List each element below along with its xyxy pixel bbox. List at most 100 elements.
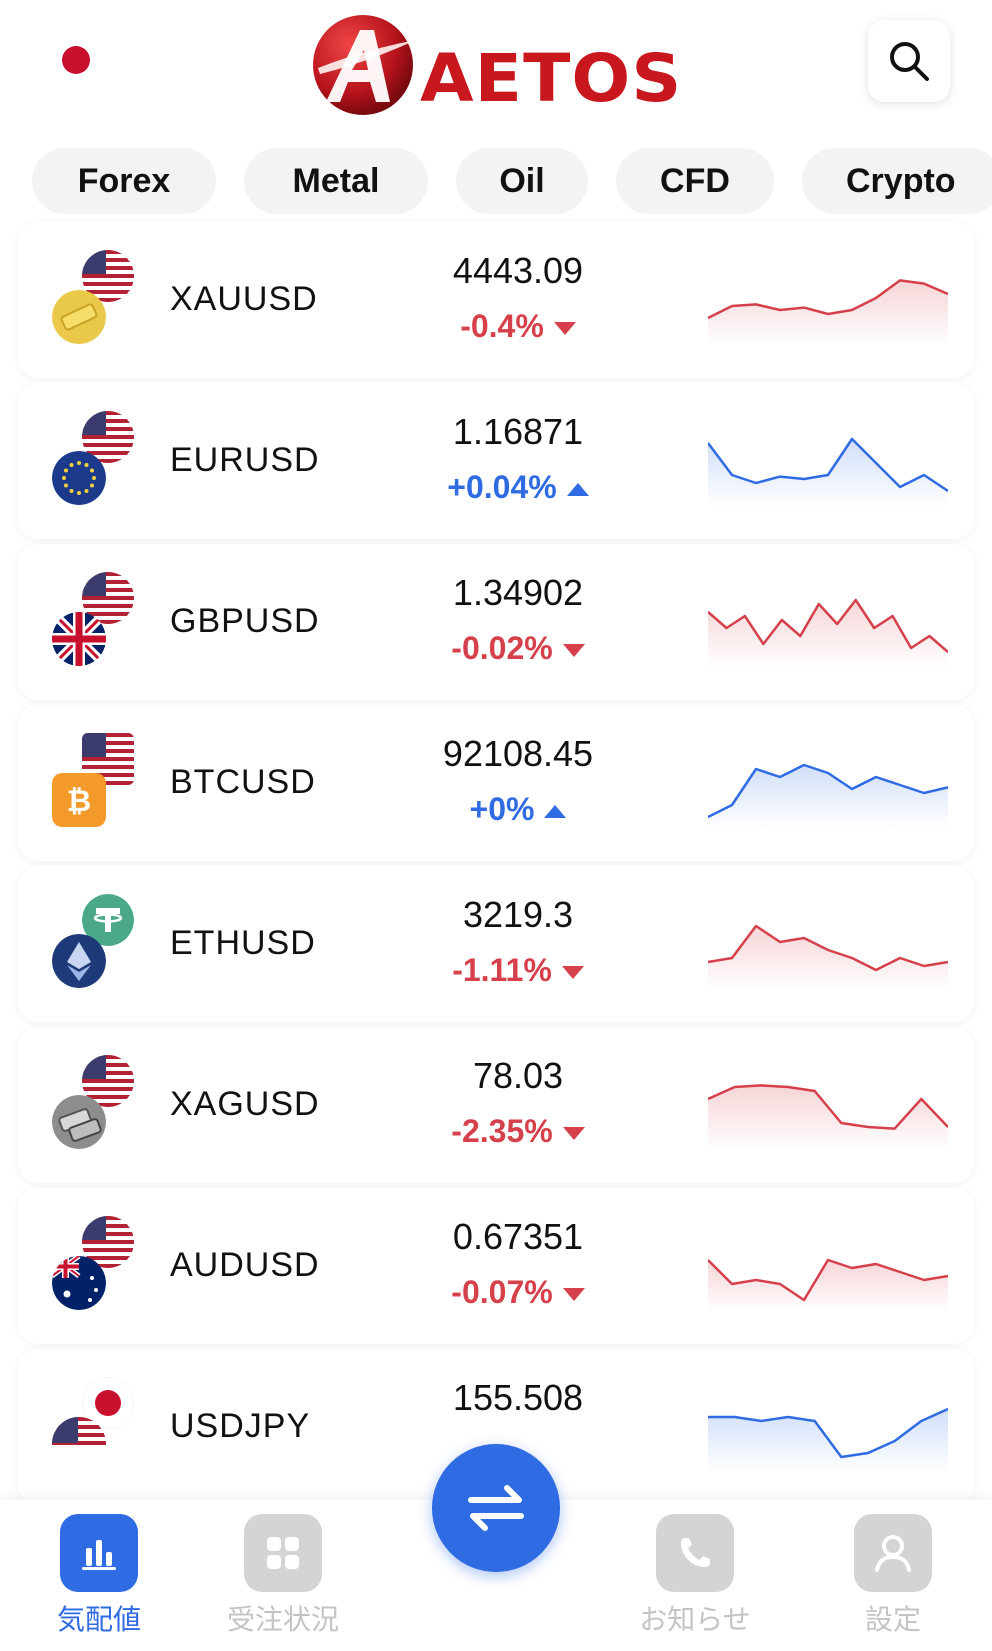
sparkline-line: [708, 763, 948, 819]
instrument-row[interactable]: GBPUSD 1.34902 -0.02%: [18, 544, 974, 700]
sparkline-line: [708, 437, 948, 493]
nav-label: 受注状況: [226, 1604, 339, 1635]
japan-flag-icon: [82, 1377, 134, 1429]
instrument-symbol: XAGUSD: [170, 1085, 320, 1123]
uk-flag-icon: [52, 612, 106, 666]
nav-orders[interactable]: 受注状況: [208, 1514, 358, 1644]
instrument-symbol: EURUSD: [170, 441, 320, 479]
instrument-row[interactable]: ₿ BTCUSD 92108.45 +0%: [18, 705, 974, 861]
nav-label: お知らせ: [639, 1604, 751, 1635]
us-flag-icon: [82, 250, 134, 302]
tab-oil[interactable]: Oil: [456, 148, 588, 214]
us-flag-icon: [82, 572, 134, 624]
price-change: -0.4%: [368, 308, 668, 345]
instrument-price: 0.67351: [452, 1216, 584, 1257]
price-change: +0.04%: [368, 469, 668, 506]
nav-icon-box: [60, 1514, 138, 1592]
nav-icon-box: [244, 1514, 322, 1592]
user-icon: [875, 1535, 911, 1572]
instrument-symbol: GBPUSD: [170, 602, 320, 640]
sparkline-area: [708, 1085, 948, 1151]
currency-pair-icon: [52, 1216, 152, 1316]
eu-flag-icon: [52, 451, 106, 505]
price-change: -0.02%: [368, 630, 668, 667]
price-change-value: -0.07%: [451, 1274, 553, 1310]
triangle-up-icon: [566, 483, 589, 497]
australia-flag-icon: [52, 1256, 106, 1310]
trade-fab-button[interactable]: [432, 1444, 560, 1572]
sparkline-area: [708, 600, 948, 668]
triangle-down-icon: [562, 1288, 585, 1302]
instrument-symbol: XAUUSD: [170, 280, 318, 318]
currency-pair-icon: [52, 411, 152, 511]
triangle-down-icon: [562, 644, 585, 658]
sparkline-area: [708, 280, 948, 346]
triangle-down-icon: [561, 966, 584, 980]
price-change-value: -2.35%: [451, 1113, 553, 1149]
nav-label: 気配値: [56, 1604, 141, 1635]
instrument-row[interactable]: XAUUSD 4443.09 -0.4%: [18, 222, 974, 378]
tab-cfd[interactable]: CFD: [616, 148, 774, 214]
brand-name: AETOS: [420, 40, 683, 117]
currency-pair-icon: ₿: [52, 733, 152, 833]
bitcoin-icon: ₿: [52, 773, 106, 827]
category-tabs: Forex Metal Oil CFD Crypto: [0, 148, 992, 216]
sparkline-line: [708, 279, 948, 320]
instrument-price: 1.34902: [452, 572, 584, 613]
us-flag-icon: [82, 1216, 134, 1268]
sparkline-chart: [708, 763, 948, 829]
sparkline-line: [708, 1407, 948, 1459]
price-change-value: +0%: [469, 791, 535, 827]
nav-settings[interactable]: 設定: [818, 1514, 968, 1644]
sparkline-chart: [708, 437, 948, 507]
triangle-down-icon: [553, 322, 576, 336]
nav-icon-box: [854, 1514, 932, 1592]
nav-label: 設定: [864, 1604, 921, 1635]
price-change: -2.35%: [368, 1113, 668, 1150]
instrument-symbol: ETHUSD: [170, 924, 316, 962]
swap-arrows-icon: [468, 1485, 524, 1531]
currency-pair-icon: [52, 1377, 152, 1477]
sparkline-chart: [708, 1407, 948, 1473]
instrument-row[interactable]: EURUSD 1.16871 +0.04%: [18, 383, 974, 539]
silver-bar-icon: [52, 1095, 106, 1149]
instrument-row[interactable]: AUDUSD 0.67351 -0.07%: [18, 1188, 974, 1344]
gold-bar-icon: [52, 290, 106, 344]
triangle-up-icon: [544, 805, 567, 819]
price-change: +0%: [368, 791, 668, 828]
nav-quotes[interactable]: 気配値: [24, 1514, 174, 1644]
nav-notices[interactable]: お知らせ: [620, 1514, 770, 1644]
instrument-row[interactable]: XAGUSD 78.03 -2.35%: [18, 1027, 974, 1183]
sparkline-line: [708, 1258, 948, 1302]
price-change-value: -1.11%: [452, 952, 552, 988]
tab-forex[interactable]: Forex: [32, 148, 216, 214]
sparkline-chart: [708, 1084, 948, 1151]
currency-pair-icon: [52, 572, 152, 672]
sparkline-area: [708, 1260, 948, 1312]
us-flag-icon: [52, 1417, 106, 1471]
instrument-symbol: AUDUSD: [170, 1246, 320, 1284]
nav-icon-box: [656, 1514, 734, 1592]
tab-metal[interactable]: Metal: [244, 148, 428, 214]
phone-icon: [681, 1538, 710, 1567]
sparkline-line: [708, 924, 948, 972]
search-button[interactable]: [868, 20, 950, 102]
price-change: -0.07%: [368, 1274, 668, 1311]
triangle-down-icon: [562, 1127, 585, 1141]
instrument-price: 3219.3: [462, 894, 574, 935]
tab-crypto[interactable]: Crypto: [802, 148, 992, 214]
tether-icon: [82, 894, 134, 946]
search-icon: [890, 42, 929, 81]
currency-pair-icon: [52, 250, 152, 350]
price-change-value: -0.4%: [460, 308, 544, 344]
sparkline-chart: [708, 1258, 948, 1312]
instrument-row[interactable]: ETHUSD 3219.3 -1.11%: [18, 866, 974, 1022]
sparkline-area: [708, 765, 948, 829]
sparkline-chart: [708, 279, 948, 346]
language-flag-japan[interactable]: [40, 32, 112, 88]
instrument-symbol: USDJPY: [170, 1407, 311, 1445]
sparkline-line: [708, 598, 948, 653]
price-change-value: -0.02%: [451, 630, 553, 666]
app-header: AETOS: [0, 0, 992, 140]
currency-pair-icon: [52, 1055, 152, 1155]
